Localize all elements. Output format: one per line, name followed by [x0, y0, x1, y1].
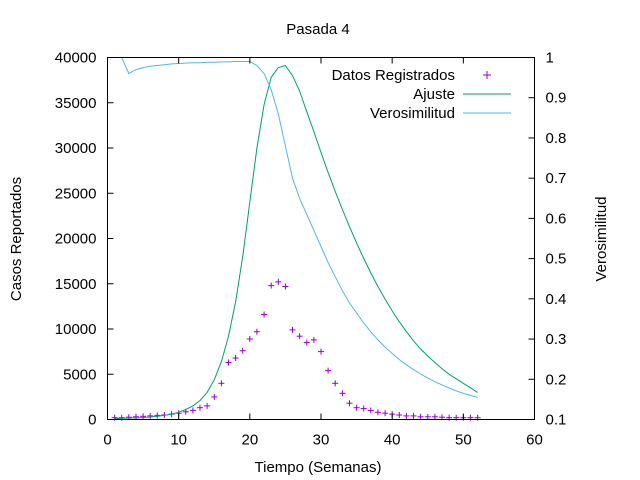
x-tick-label: 40	[384, 432, 401, 449]
data-point	[246, 336, 253, 342]
data-point	[133, 413, 139, 420]
data-point	[154, 412, 161, 419]
data-point	[360, 405, 367, 412]
data-point	[332, 380, 339, 387]
y-tick-label: 40000	[55, 50, 97, 67]
data-point	[382, 410, 389, 417]
y2-tick-label: 0.1	[546, 412, 567, 429]
y-axis-left: 0 5000 10000 15000 20000 25000 30000 35000 40000	[55, 50, 114, 429]
data-point	[289, 326, 296, 333]
data-point	[310, 336, 317, 343]
data-point	[417, 413, 424, 420]
y2-axis-label: Verosimilitud	[593, 196, 610, 281]
y2-tick-label: 0.6	[546, 210, 567, 227]
y-axis-right: 0.1 0.2 0.3 0.4 0.5 0.6 0.7 0.8 0.9 1	[528, 50, 567, 429]
x-tick-label: 10	[170, 432, 187, 449]
y2-tick-label: 0.7	[546, 170, 567, 187]
data-point	[367, 407, 374, 414]
legend-label-datos: Datos Registrados	[332, 67, 455, 84]
data-point	[318, 348, 324, 355]
series-layer	[111, 57, 481, 421]
y2-tick-label: 0.2	[546, 371, 567, 388]
data-point	[325, 367, 332, 374]
y2-tick-label: 0.3	[546, 331, 567, 348]
data-point	[275, 278, 282, 285]
x-tick-label: 0	[103, 432, 111, 449]
legend: Datos Registrados Ajuste Verosimilitud	[332, 67, 511, 122]
data-point	[239, 347, 246, 354]
data-point	[410, 412, 417, 419]
x-axis-label: Tiempo (Semanas)	[255, 459, 382, 476]
y2-tick-label: 1	[546, 50, 554, 67]
x-tick-label: 20	[241, 432, 258, 449]
data-point	[424, 413, 431, 420]
y-tick-label: 35000	[55, 95, 97, 112]
y-tick-label: 15000	[55, 276, 97, 293]
legend-marker-datos	[483, 71, 491, 79]
data-point	[296, 333, 303, 340]
chart-title: Pasada 4	[286, 21, 349, 38]
data-point	[374, 409, 381, 416]
data-point	[282, 283, 289, 290]
data-point	[403, 412, 410, 419]
data-point	[197, 404, 203, 411]
series-line-ajuste	[114, 65, 478, 420]
y-tick-label: 20000	[55, 231, 97, 248]
data-point	[218, 380, 225, 387]
data-point	[396, 412, 403, 418]
y2-tick-label: 0.9	[546, 90, 567, 107]
y-tick-label: 5000	[63, 366, 96, 383]
x-tick-label: 50	[455, 432, 472, 449]
plot-frame	[107, 57, 535, 420]
data-point	[268, 282, 275, 289]
data-point	[253, 328, 260, 335]
data-point	[303, 339, 310, 346]
data-point	[140, 413, 147, 420]
legend-label-verosimilitud: Verosimilitud	[370, 105, 455, 122]
data-point	[204, 402, 211, 409]
data-point	[147, 412, 154, 419]
y2-tick-label: 0.5	[546, 251, 567, 268]
y-tick-label: 10000	[55, 321, 97, 338]
data-point	[225, 359, 232, 366]
data-point	[189, 407, 196, 414]
data-point	[261, 311, 268, 318]
x-tick-label: 30	[313, 432, 330, 449]
x-axis: 0 10 20 30 40 50 60	[103, 57, 543, 449]
y-tick-label: 30000	[55, 140, 97, 157]
y-tick-label: 0	[88, 412, 96, 429]
data-point	[346, 400, 353, 407]
legend-label-ajuste: Ajuste	[413, 86, 455, 103]
data-point	[211, 393, 218, 400]
data-point	[431, 413, 438, 420]
series-line-verosimilitud	[114, 57, 478, 398]
y2-tick-label: 0.4	[546, 291, 567, 308]
x-tick-label: 60	[526, 432, 543, 449]
y2-tick-label: 0.8	[546, 130, 567, 147]
y-axis-label: Casos Reportados	[8, 177, 25, 301]
data-point	[232, 355, 239, 361]
data-point	[353, 404, 360, 411]
data-point	[339, 390, 346, 397]
y-tick-label: 25000	[55, 185, 97, 202]
